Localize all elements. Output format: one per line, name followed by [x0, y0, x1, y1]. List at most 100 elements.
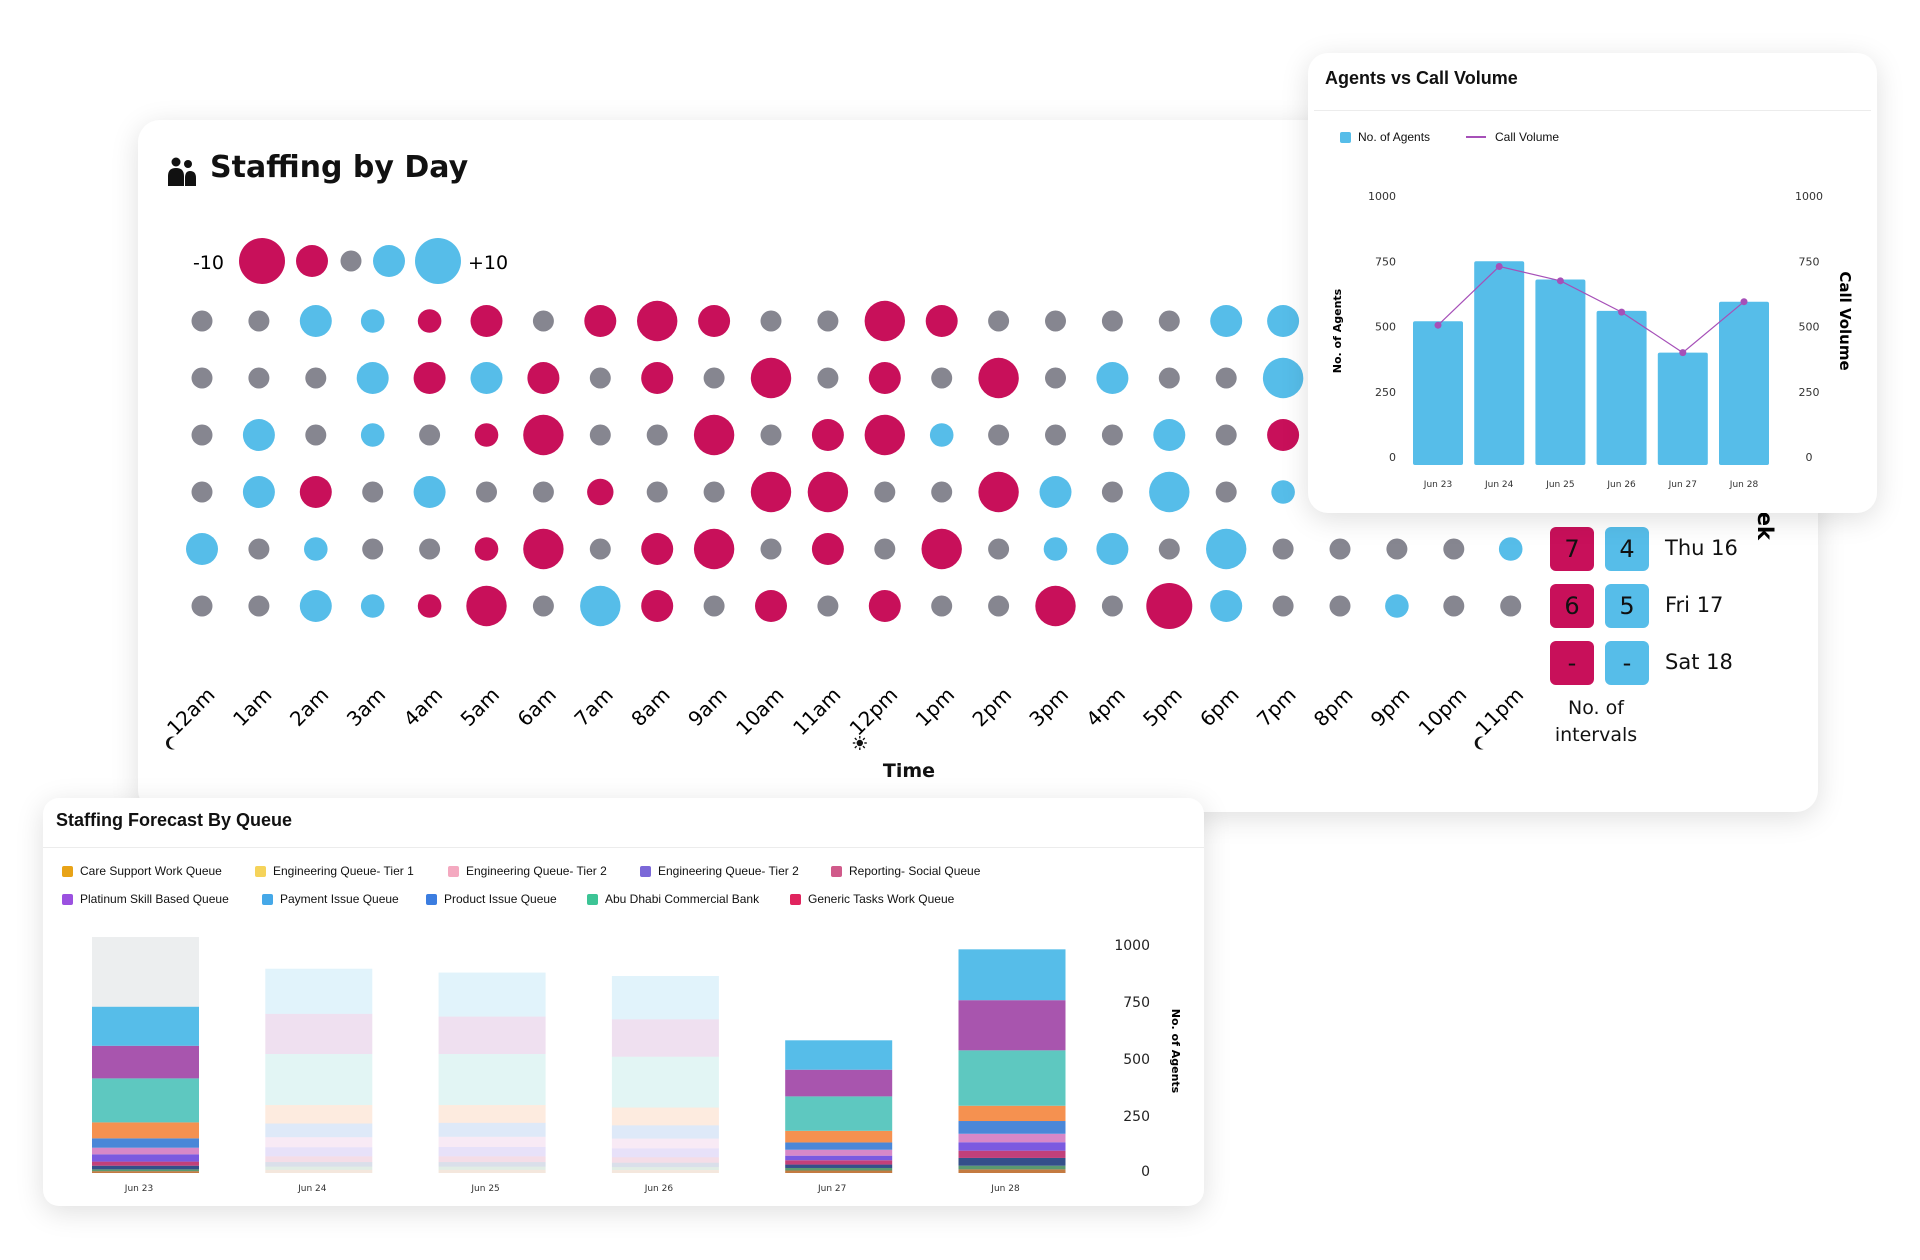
legend-label: Payment Issue Queue: [280, 892, 399, 906]
stack-segment: [958, 949, 1066, 1001]
x-tick-label: Jun 26: [1606, 480, 1636, 490]
legend-label: Engineering Queue- Tier 1: [273, 864, 414, 878]
legend-label: Call Volume: [1495, 130, 1560, 144]
staffing-dot: [419, 538, 441, 560]
stack-segment: [438, 1122, 546, 1137]
staffing-dot: [988, 310, 1010, 332]
staffing-dot: [580, 585, 621, 627]
staffing-dot: [978, 357, 1019, 399]
stack-segment: [785, 1130, 893, 1143]
legend-item[interactable]: Engineering Queue- Tier 1: [255, 864, 414, 878]
staffing-dot: [1101, 595, 1123, 617]
staffing-dot: [299, 305, 332, 337]
agents-bar: [1413, 321, 1463, 465]
x-tick-label: Jun 26: [644, 1184, 674, 1194]
legend-dot: [340, 250, 362, 272]
call-volume-point: [1434, 321, 1442, 329]
legend-item[interactable]: Abu Dhabi Commercial Bank: [587, 892, 759, 906]
legend-agents[interactable]: No. of Agents: [1340, 130, 1430, 144]
stack-segment: [611, 976, 719, 1020]
staffing-dot: [693, 414, 735, 456]
sun-ray: [862, 737, 866, 741]
legend-item[interactable]: Payment Issue Queue: [262, 892, 399, 906]
staffing-forecast-card: Staffing Forecast By Queue Care Support …: [43, 798, 1204, 1206]
call-volume-line: [1437, 265, 1745, 354]
x-tick-label: Jun 25: [470, 1184, 499, 1194]
legend-item[interactable]: Generic Tasks Work Queue: [790, 892, 954, 906]
y-tick-label: 1000: [1368, 190, 1396, 203]
staffing-dot: [1329, 538, 1351, 560]
y-tick-label: 0: [1389, 451, 1396, 464]
staffing-dot: [362, 538, 384, 560]
stack-segment: [785, 1040, 893, 1070]
staffing-dot: [760, 538, 782, 560]
staffing-dot: [1386, 538, 1408, 560]
staffing-dot: [532, 481, 554, 503]
intervals-label-line2: intervals: [1554, 724, 1638, 746]
legend-item[interactable]: Care Support Work Queue: [62, 864, 222, 878]
staffing-dot: [248, 310, 270, 332]
legend-label: No. of Agents: [1358, 130, 1431, 144]
staffing-dot: [988, 595, 1010, 617]
staffing-dot: [750, 471, 792, 513]
stack-segment: [611, 1157, 719, 1163]
legend-call-volume[interactable]: Call Volume: [1466, 130, 1559, 144]
sun-ray: [854, 737, 858, 741]
stack-segment: [785, 1096, 893, 1131]
staffing-dot: [191, 424, 213, 446]
staffing-dot: [419, 424, 441, 446]
y-tick-label: 0: [1141, 1164, 1150, 1180]
queue-stacked-chart: Jun 23 Jun 24 Jun 25 Jun 26 Jun 27 Jun 28 0 250…: [92, 937, 1182, 1194]
legend-swatch: [255, 865, 266, 877]
legend-swatch: [587, 893, 598, 905]
sun-core: [856, 739, 863, 747]
stack-segment: [92, 1138, 199, 1148]
staffing-dot: [755, 590, 787, 622]
stack-segment: [785, 1170, 893, 1173]
staffing-dot: [356, 362, 389, 394]
legend-swatch: [640, 865, 651, 877]
staffing-dot: [864, 414, 905, 456]
legend-label: Care Support Work Queue: [80, 864, 222, 878]
stack-segment: [92, 1161, 199, 1166]
legend-item[interactable]: Product Issue Queue: [426, 892, 557, 906]
stack-segment: [265, 1053, 373, 1106]
legend-item[interactable]: Engineering Queue- Tier 2: [448, 864, 607, 878]
card-title: Staffing Forecast By Queue: [56, 810, 293, 830]
stack-segment: [611, 1019, 719, 1057]
agents-combo-chart: 0 0 250 250 500 500 750 750 1000 1000 Jun 23 Jun 24…: [1331, 190, 1854, 490]
legend-item[interactable]: Reporting- Social Queue: [831, 864, 980, 878]
sun-icon: [852, 736, 867, 750]
staffing-dot: [413, 362, 446, 394]
staffing-dot: [362, 481, 384, 503]
hour-label: 3pm: [1024, 683, 1073, 732]
stack-segment: [438, 1136, 546, 1148]
staffing-dot: [1039, 476, 1072, 508]
legend-item[interactable]: Engineering Queue- Tier 2: [640, 864, 799, 878]
legend-dot: [373, 245, 405, 277]
legend-label: Platinum Skill Based Queue: [80, 892, 229, 906]
stack-segment: [785, 1069, 893, 1097]
hour-label: 11pm: [1471, 683, 1529, 741]
staffing-dot: [929, 423, 954, 447]
staffing-dot: [817, 310, 839, 332]
x-tick-label: Jun 24: [297, 1184, 327, 1194]
staffing-dot: [874, 481, 896, 503]
staffing-dot: [248, 367, 270, 389]
agents-vs-call-volume-card: Agents vs Call Volume No. of Agents Call…: [1308, 53, 1877, 513]
hour-label: 12pm: [845, 683, 903, 741]
stack-segment: [958, 1150, 1066, 1158]
y-tick-label: 750: [1123, 995, 1150, 1011]
call-volume-point: [1618, 308, 1626, 316]
legend-item[interactable]: Platinum Skill Based Queue: [62, 892, 229, 906]
staffing-dot: [1101, 424, 1123, 446]
staffing-dot: [191, 310, 213, 332]
under-intervals-badge: 6: [1550, 584, 1594, 628]
staffing-dot: [470, 305, 503, 337]
staffing-dot: [698, 305, 731, 337]
staffing-dot: [1206, 528, 1247, 570]
legend-swatch: [1340, 131, 1351, 143]
staffing-dot: [191, 367, 213, 389]
staffing-dot: [299, 476, 332, 508]
staffing-dot: [1043, 537, 1068, 561]
